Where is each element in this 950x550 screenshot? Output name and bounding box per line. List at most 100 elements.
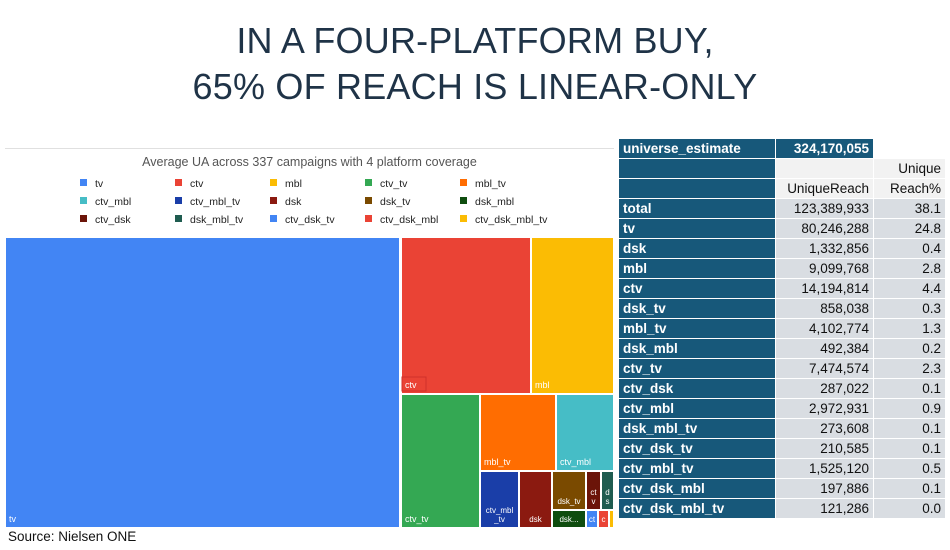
table-row: mbl_tv 4,102,774 1.3	[618, 318, 946, 339]
treemap-cell	[481, 395, 555, 470]
legend-item: ctv_dsk	[80, 214, 131, 226]
row-reach: 80,246,288	[775, 218, 874, 239]
table-row: ctv 14,194,814 4.4	[618, 278, 946, 299]
legend-item: mbl_tv	[460, 178, 506, 190]
row-label: total	[618, 198, 776, 219]
row-label: ctv_mbl	[618, 398, 776, 419]
legend-item: tv	[80, 178, 103, 190]
row-reach: 287,022	[775, 378, 874, 399]
legend-swatch	[365, 215, 372, 222]
treemap-cell	[599, 511, 608, 527]
treemap-cell	[553, 511, 585, 527]
legend-label: dsk_tv	[380, 196, 411, 208]
row-reach: 492,384	[775, 338, 874, 359]
legend-label: ctv_tv	[380, 178, 408, 190]
source-note: Source: Nielsen ONE	[8, 529, 137, 544]
row-pct: 0.9	[873, 398, 946, 419]
table-row: ctv_tv 7,474,574 2.3	[618, 358, 946, 379]
legend-item: mbl	[270, 178, 302, 190]
legend-swatch	[175, 197, 182, 204]
title-line-1: IN A FOUR-PLATFORM BUY,	[236, 20, 714, 61]
legend-swatch	[460, 197, 467, 204]
legend-swatch	[80, 215, 87, 222]
row-pct: 0.5	[873, 458, 946, 479]
row-label: ctv_mbl_tv	[618, 458, 776, 479]
treemap-cell-label: dsk	[529, 515, 542, 524]
treemap-cell	[532, 238, 613, 393]
treemap-cell	[402, 238, 530, 393]
row-pct: 0.0	[873, 498, 946, 519]
legend-swatch	[175, 215, 182, 222]
table-row: ctv_mbl 2,972,931 0.9	[618, 398, 946, 419]
treemap-cell	[553, 472, 585, 509]
treemap-cell	[520, 472, 551, 527]
legend-label: dsk_mbl_tv	[190, 214, 244, 226]
legend-label: mbl	[285, 178, 302, 190]
row-pct: 0.1	[873, 418, 946, 439]
treemap-cell-label: c	[602, 515, 606, 524]
treemap-cell-label: mbl_tv	[484, 457, 511, 467]
legend-label: ctv_dsk	[95, 214, 131, 226]
table-row: dsk_tv 858,038 0.3	[618, 298, 946, 319]
row-reach: 2,972,931	[775, 398, 874, 419]
legend-item: ctv_dsk_mbl_tv	[460, 214, 547, 226]
legend-item: ctv_dsk_tv	[270, 214, 335, 226]
table-subheader-row-2: UniqueReach Reach%	[618, 178, 946, 199]
legend-item: ctv_mbl	[80, 196, 131, 208]
row-reach: 7,474,574	[775, 358, 874, 379]
legend-label: ctv_dsk_tv	[285, 214, 335, 226]
table-row: ctv_dsk_mbl_tv 121,286 0.0	[618, 498, 946, 519]
treemap-cell-label: ctv	[405, 380, 417, 390]
legend-label: dsk_mbl	[475, 196, 515, 208]
treemap-cell	[481, 472, 518, 527]
table-row: dsk_mbl_tv 273,608 0.1	[618, 418, 946, 439]
legend-item: dsk_mbl_tv	[175, 214, 243, 226]
header-blank-cell	[873, 138, 946, 159]
legend-item: dsk_mbl	[460, 196, 514, 208]
row-reach: 14,194,814	[775, 278, 874, 299]
treemap-cell	[587, 472, 600, 509]
row-reach: 1,525,120	[775, 458, 874, 479]
row-label: ctv_dsk	[618, 378, 776, 399]
legend-item: ctv_mbl_tv	[175, 196, 240, 208]
treemap-cell	[557, 395, 613, 470]
legend-swatch	[175, 179, 182, 186]
treemap-cell-label: tv	[9, 514, 17, 524]
treemap-cell	[402, 395, 479, 527]
treemap-cell-label: ctv_tv	[405, 514, 429, 524]
table-header-row: universe_estimate 324,170,055	[618, 138, 946, 159]
legend-item: ctv_dsk_mbl	[365, 214, 438, 226]
row-pct: 0.4	[873, 238, 946, 259]
treemap-cell-label: dsk_tv	[557, 497, 580, 506]
legend-label: tv	[95, 178, 104, 190]
ctv-label-highlight	[401, 376, 427, 392]
legend-swatch	[270, 197, 277, 204]
subheader-blank-cell-2	[618, 178, 776, 199]
legend-item: ctv_tv	[365, 178, 407, 190]
row-label: dsk	[618, 238, 776, 259]
treemap-cell	[6, 238, 399, 527]
table-row: total 123,389,933 38.1	[618, 198, 946, 219]
table-row: dsk_mbl 492,384 0.2	[618, 338, 946, 359]
table-row: mbl 9,099,768 2.8	[618, 258, 946, 279]
universe-label: universe_estimate	[618, 138, 776, 159]
table-subheader-row: Unique	[618, 158, 946, 179]
row-reach: 858,038	[775, 298, 874, 319]
legend-swatch	[80, 197, 87, 204]
legend-swatch	[365, 179, 372, 186]
legend-label: ctv_mbl	[95, 196, 132, 208]
treemap-cell-label: ctv_mbl	[560, 457, 591, 467]
row-pct: 0.1	[873, 378, 946, 399]
table-row: dsk 1,332,856 0.4	[618, 238, 946, 259]
treemap-chart: Average UA across 337 campaigns with 4 p…	[5, 148, 614, 529]
row-label: dsk_mbl	[618, 338, 776, 359]
row-pct: 2.3	[873, 358, 946, 379]
universe-value: 324,170,055	[775, 138, 874, 159]
row-reach: 273,608	[775, 418, 874, 439]
legend-item: dsk	[270, 196, 301, 208]
reach-table: universe_estimate 324,170,055 Unique Uni…	[618, 138, 946, 519]
treemap-cell-label: mbl	[535, 380, 550, 390]
